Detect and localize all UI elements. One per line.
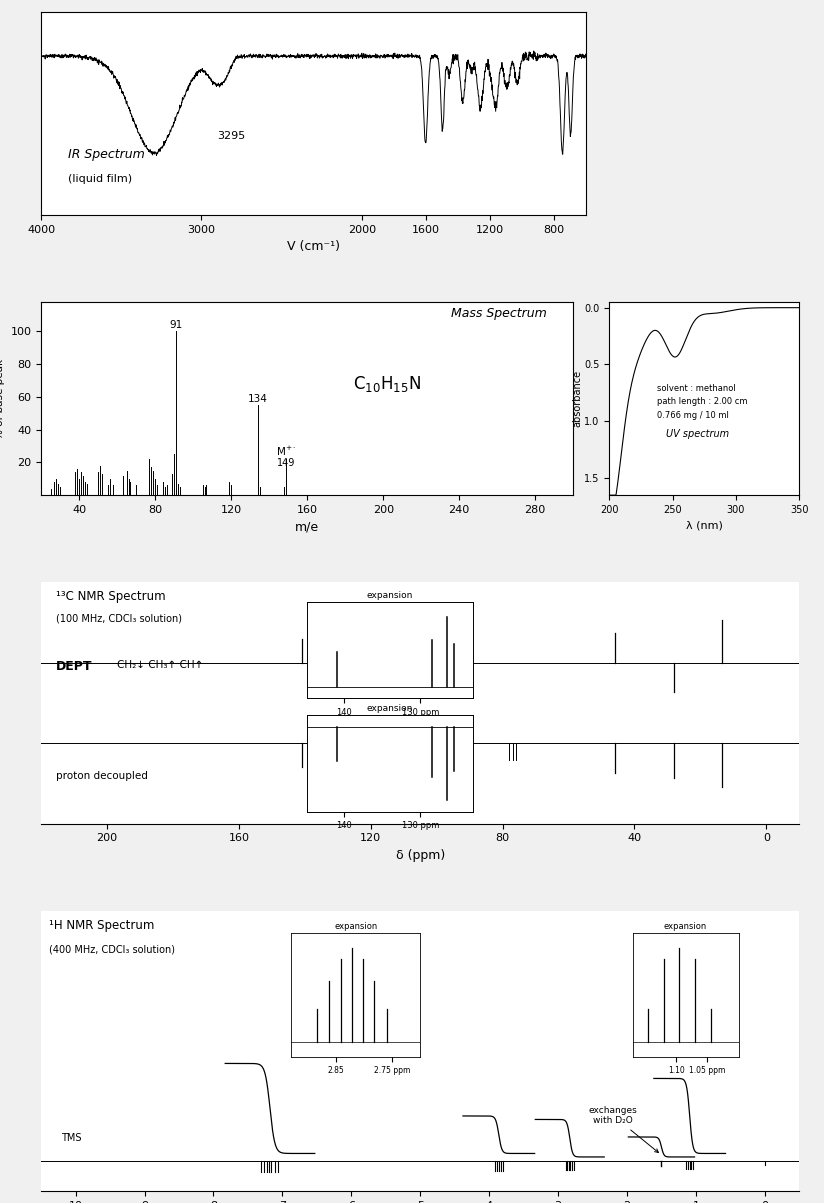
Text: 149: 149	[277, 457, 296, 468]
Text: C$_{10}$H$_{15}$N: C$_{10}$H$_{15}$N	[353, 374, 421, 393]
Text: 134: 134	[248, 393, 268, 404]
Text: (liquid film): (liquid film)	[68, 174, 133, 184]
Text: path length : 2.00 cm: path length : 2.00 cm	[657, 397, 747, 407]
X-axis label: λ (nm): λ (nm)	[686, 521, 723, 531]
Text: M$^{+\cdot}$: M$^{+\cdot}$	[276, 445, 297, 458]
Text: 91: 91	[170, 320, 183, 330]
Text: solvent : methanol: solvent : methanol	[657, 384, 736, 393]
Y-axis label: absorbance: absorbance	[573, 371, 583, 427]
Text: 3295: 3295	[218, 131, 246, 141]
Text: exchanges
with D₂O: exchanges with D₂O	[589, 1106, 658, 1152]
Y-axis label: % of base peak: % of base peak	[0, 358, 5, 439]
Text: IR Spectrum: IR Spectrum	[68, 148, 145, 161]
X-axis label: V (cm⁻¹): V (cm⁻¹)	[288, 241, 340, 253]
Text: (100 MHz, CDCl₃ solution): (100 MHz, CDCl₃ solution)	[56, 614, 182, 623]
Text: ¹H NMR Spectrum: ¹H NMR Spectrum	[49, 919, 154, 932]
Text: 0.766 mg / 10 ml: 0.766 mg / 10 ml	[657, 411, 728, 420]
Text: (400 MHz, CDCl₃ solution): (400 MHz, CDCl₃ solution)	[49, 944, 175, 954]
Text: solvent ←: solvent ←	[413, 771, 460, 781]
Text: DEPT: DEPT	[56, 659, 93, 672]
Text: TMS: TMS	[61, 1132, 82, 1143]
Text: Mass Spectrum: Mass Spectrum	[451, 308, 546, 320]
Text: CH₂↓ CH₃↑ CH↑: CH₂↓ CH₃↑ CH↑	[117, 659, 204, 670]
Text: ¹³C NMR Spectrum: ¹³C NMR Spectrum	[56, 589, 166, 603]
X-axis label: δ (ppm): δ (ppm)	[396, 849, 445, 863]
X-axis label: m/e: m/e	[295, 521, 319, 533]
Text: UV spectrum: UV spectrum	[667, 429, 729, 439]
Text: proton decoupled: proton decoupled	[56, 771, 148, 781]
